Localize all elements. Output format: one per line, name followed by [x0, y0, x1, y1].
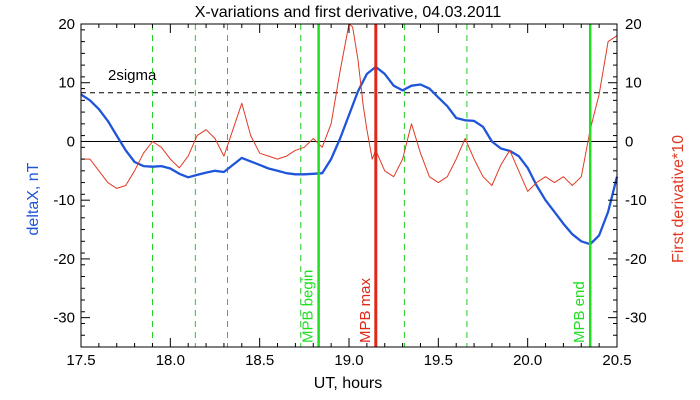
x-tick-label-4: 19.5	[424, 352, 453, 369]
y2-tick-label-5: -30	[625, 310, 647, 327]
y-tick-label-3: -10	[53, 192, 75, 209]
x-tick-label-1: 18.0	[156, 352, 185, 369]
x-tick-label-0: 17.5	[66, 352, 95, 369]
series-line-deltax	[80, 65, 619, 246]
x-axis-label: UT, hours	[314, 375, 382, 392]
marker-label-mpb-end: MPB end	[571, 281, 588, 343]
marker-label-mpb-begin: MPB begin	[300, 270, 317, 343]
chart-title: X-variations and first derivative, 04.03…	[195, 4, 502, 21]
y-axis-label: deltaX, nT	[25, 162, 42, 235]
y-tick-label-0: 20	[58, 16, 75, 33]
marker-layer: MPB begin MPB max MPB end	[300, 24, 592, 347]
series-layer	[80, 23, 619, 246]
series-line-derivative	[81, 23, 618, 192]
dashed-marker-layer	[81, 24, 617, 347]
y2-tick-label-3: -10	[625, 192, 647, 209]
axes-layer: 20 10 0 -10 -20 -30 20 10 0 -10 -20 -30 17.5 18.0 18.5…	[53, 16, 646, 369]
y2-tick-label-2: 0	[625, 133, 633, 150]
y2-tick-label-4: -20	[625, 251, 647, 268]
x-tick-label-3: 19.0	[334, 352, 363, 369]
y-tick-label-4: -20	[53, 251, 75, 268]
y-tick-label-1: 10	[58, 75, 75, 92]
x-tick-label-6: 20.5	[602, 352, 631, 369]
x-tick-label-2: 18.5	[245, 352, 274, 369]
y2-tick-label-0: 20	[625, 16, 642, 33]
y-tick-label-5: -30	[53, 310, 75, 327]
y2-axis-label: First derivative*10	[670, 135, 687, 263]
threshold-label: 2sigma	[108, 67, 157, 84]
x-tick-label-5: 20.0	[513, 352, 542, 369]
marker-label-mpb-max: MPB max	[357, 277, 374, 343]
y2-tick-label-1: 10	[625, 75, 642, 92]
y-tick-label-2: 0	[67, 133, 75, 150]
